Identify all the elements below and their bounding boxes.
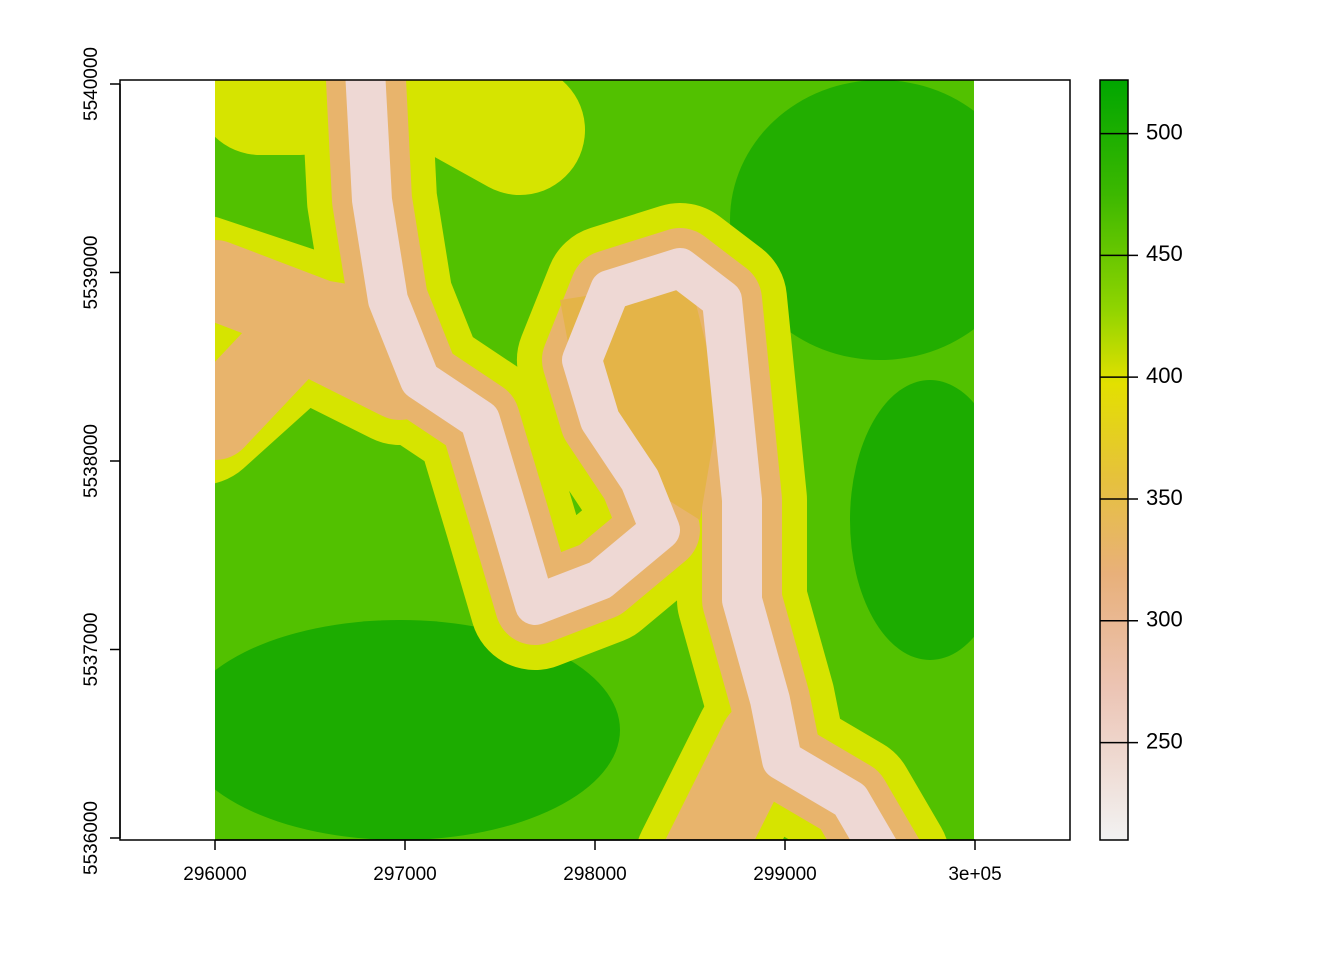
y-tick-label: 5539000 — [81, 236, 102, 310]
legend-tick-label: 450 — [1146, 241, 1183, 266]
x-tick-label: 297000 — [373, 864, 436, 885]
legend-tick-label: 350 — [1146, 485, 1183, 510]
legend-tick-label: 250 — [1146, 728, 1183, 753]
y-tick-label: 5537000 — [81, 613, 102, 687]
x-tick-label: 3e+05 — [948, 864, 1001, 885]
legend-tick-label: 300 — [1146, 607, 1183, 632]
y-tick-label: 5536000 — [81, 801, 102, 875]
legend-bar — [1099, 79, 1129, 841]
legend-tick-label: 500 — [1146, 119, 1183, 144]
y-tick-label: 5540000 — [81, 47, 102, 121]
y-tick-label: 5538000 — [81, 424, 102, 498]
x-tick-label: 299000 — [753, 864, 816, 885]
x-tick-label: 296000 — [183, 864, 246, 885]
elevation-raster — [215, 80, 974, 840]
legend-tick-label: 400 — [1146, 363, 1183, 388]
x-tick-label: 298000 — [563, 864, 626, 885]
